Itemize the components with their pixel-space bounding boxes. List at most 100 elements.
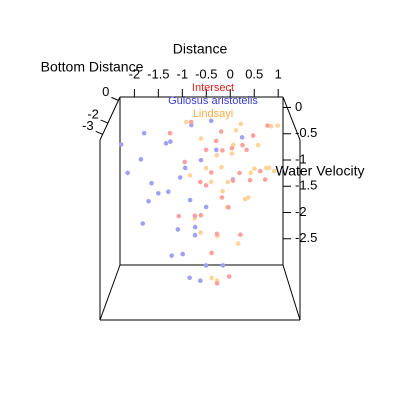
point xyxy=(226,205,231,210)
point xyxy=(198,278,203,283)
point xyxy=(209,275,214,281)
point xyxy=(183,119,189,125)
point xyxy=(187,173,193,178)
point xyxy=(235,241,241,246)
point xyxy=(214,231,220,237)
point xyxy=(169,253,174,258)
point xyxy=(218,129,224,134)
point xyxy=(229,151,235,156)
point xyxy=(187,275,192,281)
box-edge xyxy=(99,264,121,321)
x-tick-label: -1 xyxy=(177,66,189,81)
point xyxy=(118,142,124,147)
point xyxy=(192,213,198,219)
legend-label: Lindsayi xyxy=(193,108,233,120)
z-tick-label: -0.5 xyxy=(295,125,317,140)
point xyxy=(168,139,173,144)
point xyxy=(252,166,257,171)
point xyxy=(213,138,219,144)
legend-label: Gulosus aristotelis xyxy=(168,95,258,107)
point xyxy=(247,177,253,183)
y-tick xyxy=(111,96,119,101)
point xyxy=(255,142,261,148)
point xyxy=(203,165,209,171)
point xyxy=(203,183,209,188)
point xyxy=(203,263,209,268)
z-axis-title: Water Velocity xyxy=(276,163,365,179)
x-tick-label: 1 xyxy=(275,66,282,81)
point xyxy=(242,196,248,202)
point xyxy=(226,274,232,279)
point xyxy=(198,212,204,218)
box-edge xyxy=(282,96,301,141)
point xyxy=(197,179,203,185)
point xyxy=(248,170,254,176)
point xyxy=(182,165,188,171)
x-tick-label: -1.5 xyxy=(147,66,169,81)
point xyxy=(239,135,245,140)
point xyxy=(203,147,209,153)
point xyxy=(240,142,245,148)
point xyxy=(264,165,269,171)
point xyxy=(208,179,214,185)
point xyxy=(214,153,220,158)
point xyxy=(246,195,251,200)
x-tick-label: 0 xyxy=(227,66,234,81)
point xyxy=(220,188,225,194)
point xyxy=(275,123,281,128)
box-edge xyxy=(99,96,121,141)
x-axis-title: Distance xyxy=(173,41,228,57)
point xyxy=(138,157,144,162)
point xyxy=(125,170,130,176)
point xyxy=(219,195,225,200)
point xyxy=(156,191,161,196)
point xyxy=(230,178,236,184)
point xyxy=(237,170,242,176)
legend-label: Intersect xyxy=(192,82,234,94)
y-tick-label: -2 xyxy=(87,106,99,121)
y-axis-title: Bottom Distance xyxy=(41,59,144,75)
point xyxy=(233,128,239,133)
y-tick-label: 0 xyxy=(102,84,109,99)
point xyxy=(225,179,231,185)
y-tick xyxy=(100,119,109,124)
x-tick-label: -2 xyxy=(129,66,141,81)
point xyxy=(187,197,193,203)
point xyxy=(208,170,214,175)
z-tick-label: 0 xyxy=(295,99,302,114)
point xyxy=(140,221,146,226)
point xyxy=(203,204,209,210)
point xyxy=(176,213,182,219)
x-tick-label: -0.5 xyxy=(195,66,217,81)
point xyxy=(219,164,224,170)
point xyxy=(188,119,194,125)
point xyxy=(198,136,204,141)
y-tick-label: -3 xyxy=(82,118,94,133)
point xyxy=(167,130,173,136)
y-tick xyxy=(95,130,103,135)
z-tick-label: -2.5 xyxy=(295,230,317,245)
point xyxy=(192,224,198,230)
point xyxy=(141,130,147,136)
point xyxy=(257,168,263,174)
point xyxy=(149,180,154,186)
x-tick-label: 0.5 xyxy=(245,66,263,81)
point xyxy=(238,121,244,127)
point xyxy=(209,250,214,256)
point xyxy=(163,141,169,146)
point xyxy=(271,168,277,174)
point xyxy=(250,133,256,138)
point xyxy=(192,232,198,238)
point xyxy=(220,148,225,153)
z-tick-label: -1 xyxy=(295,151,307,166)
box-edge xyxy=(282,264,301,321)
point xyxy=(175,227,181,232)
point xyxy=(244,147,249,153)
point xyxy=(146,198,151,204)
point xyxy=(177,175,183,180)
point xyxy=(229,145,235,151)
z-tick-label: -1.5 xyxy=(295,178,317,193)
point xyxy=(214,147,219,153)
